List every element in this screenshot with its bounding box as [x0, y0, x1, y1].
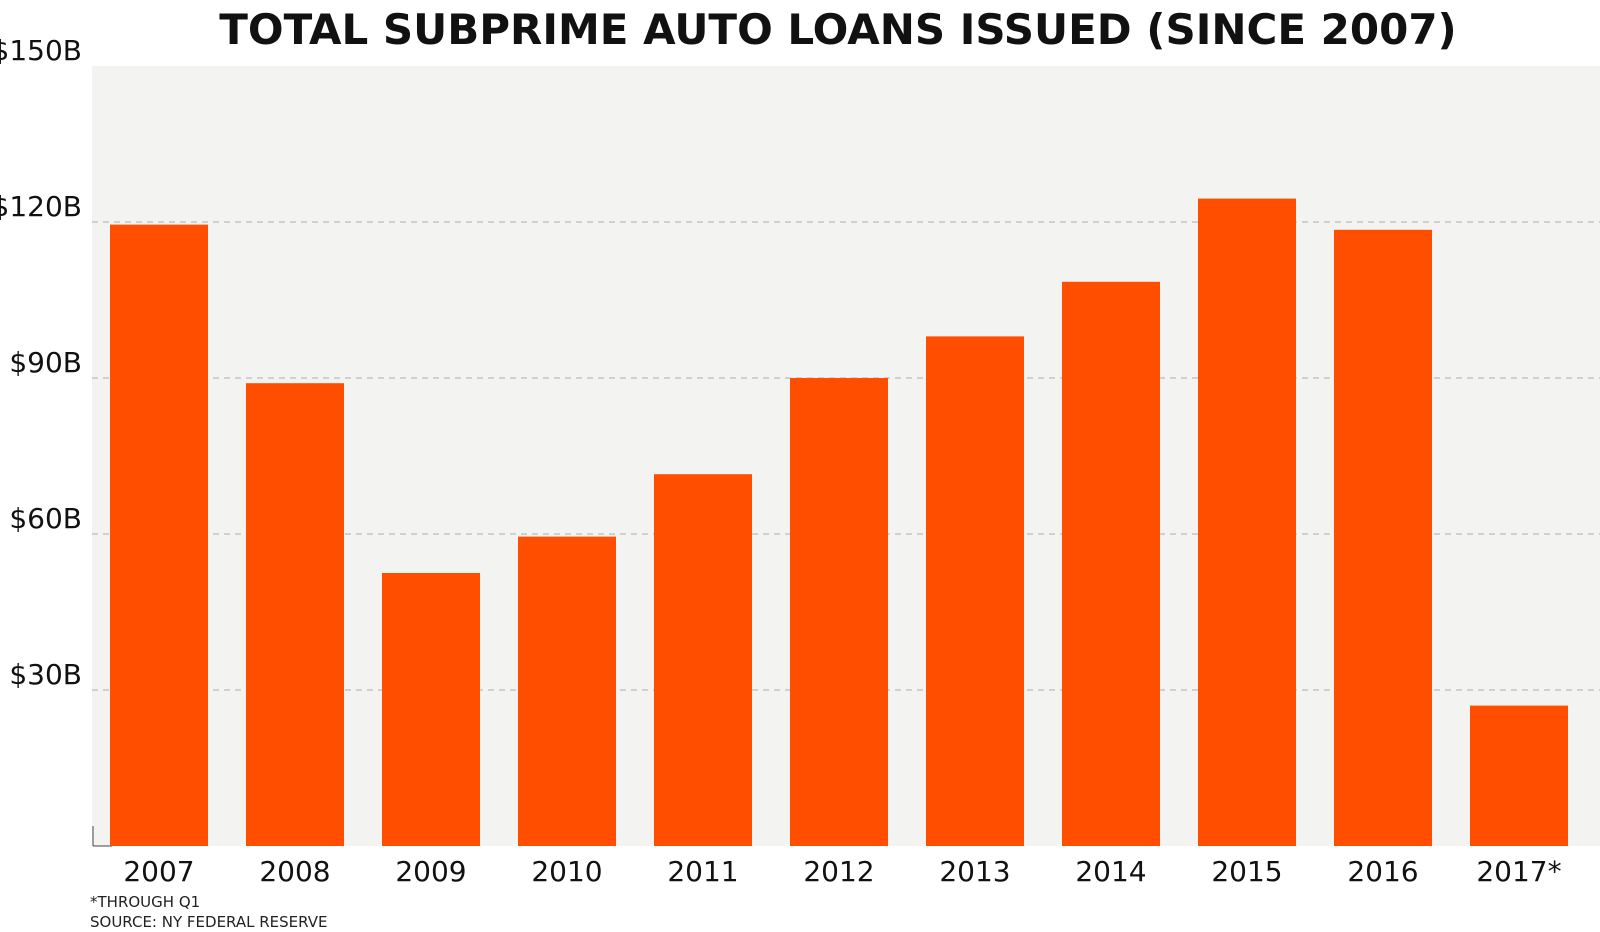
bar-2007 [110, 224, 208, 847]
bar-2014 [1062, 281, 1160, 846]
footnote: *THROUGH Q1 [90, 893, 200, 911]
x-tick-label: 2007 [123, 855, 194, 888]
y-tick-label: $90B [9, 346, 82, 379]
bar-2012 [790, 378, 888, 846]
x-tick-label: 2008 [259, 855, 330, 888]
x-tick-label: 2012 [803, 855, 874, 888]
x-tick-label: 2015 [1211, 855, 1282, 888]
bar-2008 [246, 383, 344, 846]
x-tick-label: 2013 [939, 855, 1010, 888]
bars [110, 198, 1568, 847]
y-tick-label: $150B [0, 34, 82, 67]
x-tick-label: 2011 [667, 855, 738, 888]
chart-title: TOTAL SUBPRIME AUTO LOANS ISSUED (SINCE … [219, 5, 1456, 54]
x-tick-label: 2009 [395, 855, 466, 888]
bar-2009 [382, 573, 480, 846]
bar-2016 [1334, 229, 1432, 847]
bar-2011 [654, 474, 752, 846]
y-tick-label: $60B [9, 502, 82, 535]
y-tick-label: $30B [9, 658, 82, 691]
bar-2010 [518, 536, 616, 846]
x-tick-label: 2010 [531, 855, 602, 888]
bar-2017 [1470, 705, 1568, 846]
x-tick-label: 2016 [1347, 855, 1418, 888]
x-tick-label: 2017* [1476, 855, 1561, 888]
bar-2015 [1198, 198, 1296, 847]
y-tick-label: $120B [0, 190, 82, 223]
y-axis-tick-labels: $30B $60B $90B $120B $150B [0, 34, 82, 691]
x-tick-label: 2014 [1075, 855, 1146, 888]
bar-2013 [926, 336, 1024, 846]
x-axis-tick-labels: 2007 2008 2009 2010 2011 2012 2013 2014 2015 2016… [123, 855, 1561, 888]
source-note: SOURCE: NY FEDERAL RESERVE [90, 913, 327, 931]
